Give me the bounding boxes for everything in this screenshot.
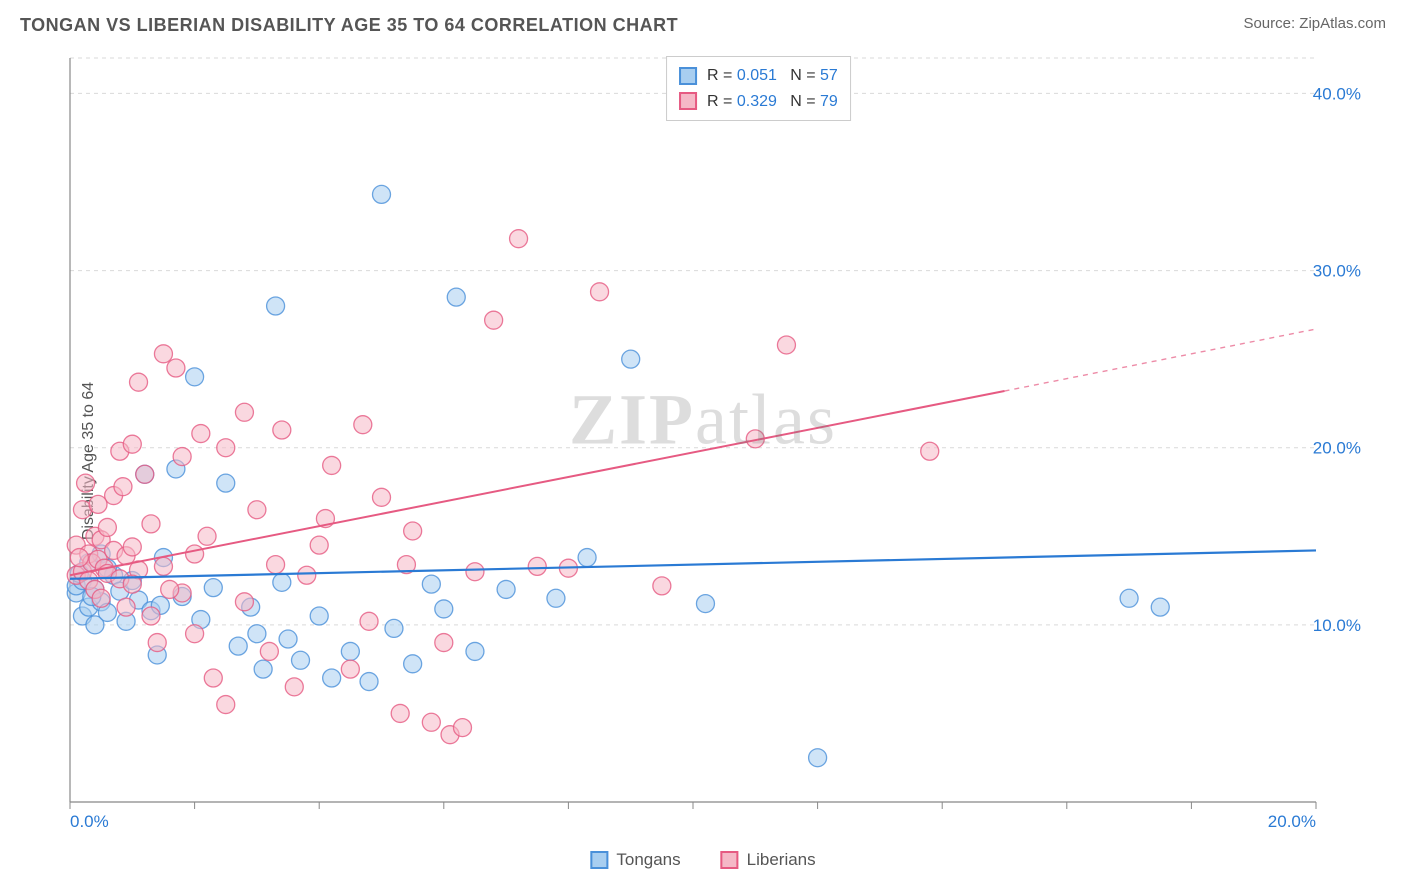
svg-text:20.0%: 20.0% xyxy=(1268,812,1316,831)
legend-item: Tongans xyxy=(590,850,680,870)
source-label: Source: ZipAtlas.com xyxy=(1243,15,1386,32)
legend-row: R = 0.329 N = 79 xyxy=(679,89,838,115)
legend-row: R = 0.051 N = 57 xyxy=(679,63,838,89)
svg-text:30.0%: 30.0% xyxy=(1313,262,1361,281)
svg-text:10.0%: 10.0% xyxy=(1313,616,1361,635)
series-legend: Tongans Liberians xyxy=(590,850,815,870)
chart-title: TONGAN VS LIBERIAN DISABILITY AGE 35 TO … xyxy=(20,15,678,36)
svg-text:40.0%: 40.0% xyxy=(1313,84,1361,103)
svg-text:0.0%: 0.0% xyxy=(70,812,109,831)
correlation-legend: R = 0.051 N = 57 R = 0.329 N = 79 xyxy=(666,56,851,121)
chart-container: Disability Age 35 to 64 10.0%20.0%30.0%4… xyxy=(20,50,1386,872)
scatter-plot: 10.0% 20.0% 30.0% 40.0% 0.0% 20.0% xyxy=(60,50,1386,832)
legend-item: Liberians xyxy=(721,850,816,870)
svg-text:20.0%: 20.0% xyxy=(1313,439,1361,458)
